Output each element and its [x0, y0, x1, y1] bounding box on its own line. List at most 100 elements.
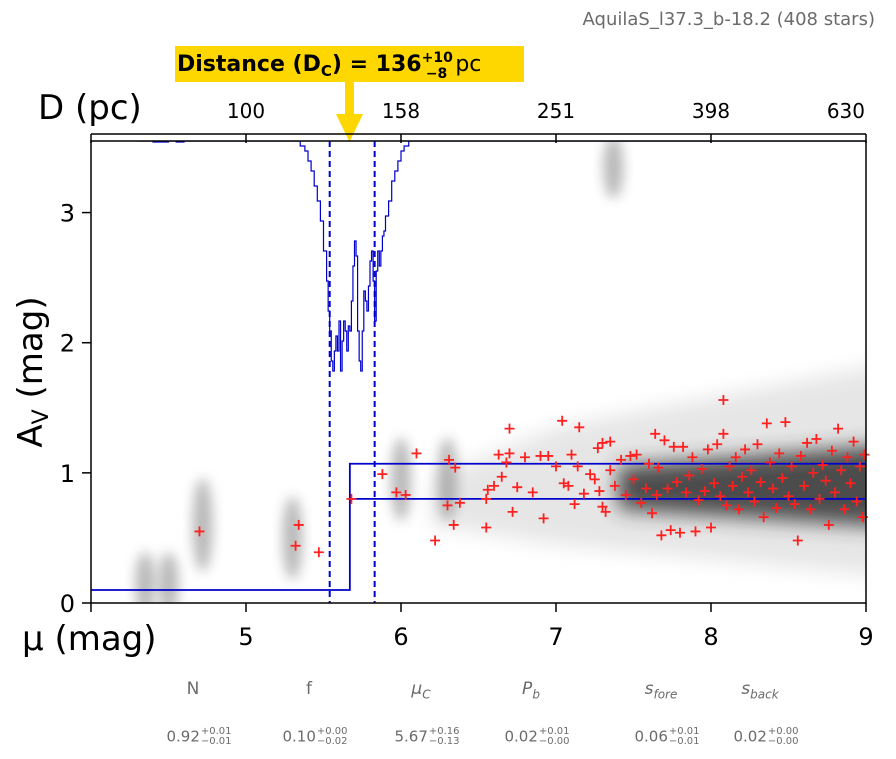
distance-arrow-head	[336, 114, 363, 142]
star-point	[313, 547, 324, 558]
star-point	[712, 439, 723, 450]
x-tick-label: 6	[393, 623, 408, 651]
star-point	[605, 436, 616, 447]
y-axis-ticks: 0 1 2 3	[60, 200, 91, 618]
model-extinction-line-low	[91, 497, 866, 591]
star-point	[527, 487, 538, 498]
model-extinction-line-high	[348, 462, 866, 499]
star-point	[805, 504, 816, 515]
star-point	[795, 450, 806, 461]
star-point	[743, 487, 754, 498]
star-point	[377, 469, 388, 480]
distance-eq: ) = 136	[332, 52, 422, 77]
star-point	[572, 461, 583, 472]
star-point	[792, 535, 803, 546]
star-point	[830, 487, 840, 498]
star-point	[727, 480, 738, 491]
star-point	[749, 496, 760, 507]
star-point	[817, 460, 828, 471]
star-point	[678, 441, 689, 452]
star-point	[653, 462, 664, 473]
star-point	[786, 461, 797, 472]
plot-frame	[90, 140, 867, 604]
top-tick-label: 398	[692, 99, 730, 123]
star-point	[836, 465, 847, 476]
star-point	[538, 513, 549, 524]
star-point	[569, 499, 580, 510]
star-point	[620, 489, 631, 500]
star-point	[851, 496, 862, 507]
star-point	[605, 465, 616, 476]
x-tick-label: 8	[703, 623, 718, 651]
star-point	[764, 457, 775, 468]
density-blob	[158, 552, 179, 603]
star-point	[448, 519, 459, 530]
star-point	[696, 463, 707, 474]
star-point	[859, 449, 870, 460]
star-point	[504, 448, 515, 459]
star-point	[718, 428, 729, 439]
star-point	[600, 506, 611, 517]
x-tick-label: 5	[238, 623, 253, 651]
top-tick-label: 251	[537, 99, 575, 123]
star-point	[563, 480, 574, 491]
star-point	[693, 495, 704, 506]
star-point	[709, 478, 720, 489]
star-point	[706, 522, 716, 533]
star-point	[780, 417, 791, 428]
star-point	[501, 457, 512, 468]
star-point	[755, 476, 766, 487]
star-point	[496, 471, 507, 482]
star-point	[842, 452, 853, 463]
star-point	[746, 465, 757, 476]
star-point	[833, 423, 844, 434]
star-point	[783, 491, 794, 502]
star-point	[715, 491, 726, 502]
density-blob	[603, 141, 624, 199]
star-point	[761, 418, 772, 429]
star-point	[820, 475, 831, 486]
star-point	[293, 519, 304, 530]
star-point	[662, 483, 673, 494]
star-markers	[194, 394, 870, 558]
star-point	[702, 444, 713, 455]
field-name: AquilaS_l37.3_b-18.2 (408 stars)	[583, 9, 875, 30]
star-point	[481, 493, 492, 504]
star-point	[597, 437, 608, 448]
y-tick-label: 1	[60, 460, 75, 488]
star-point	[628, 474, 639, 485]
star-point	[482, 484, 493, 495]
star-point	[650, 428, 661, 439]
star-point	[489, 480, 499, 491]
distance-label: Distance (DC) = 136+10 −8 pc	[175, 46, 524, 142]
star-point	[512, 482, 523, 493]
distance-minus: −8	[426, 66, 447, 82]
star-point	[845, 478, 856, 489]
star-point	[644, 458, 654, 469]
x-axis-ticks: 5 6 7 8 9	[90, 603, 874, 651]
star-point	[789, 499, 800, 510]
star-point	[592, 443, 603, 454]
star-point	[799, 480, 809, 491]
star-point	[724, 461, 735, 472]
svg-text:Distance (DC) = 136+10−8pc: Distance (DC) = 136+10 −8 pc	[177, 50, 481, 82]
star-point	[442, 500, 453, 511]
star-point	[659, 435, 670, 446]
star-point	[400, 489, 411, 500]
star-point	[665, 525, 676, 536]
star-point	[430, 535, 441, 546]
star-point	[675, 527, 685, 538]
star-point	[854, 461, 865, 472]
y-tick-label: 3	[60, 200, 75, 228]
star-point	[752, 439, 763, 450]
star-point	[493, 449, 504, 460]
star-point	[647, 508, 658, 519]
star-point	[730, 452, 741, 463]
distance-pdf-line	[137, 141, 866, 372]
star-point	[768, 483, 778, 494]
star-point	[391, 487, 402, 498]
density-blob	[282, 496, 303, 580]
star-point	[774, 448, 785, 459]
star-point	[566, 449, 577, 460]
density-blob	[192, 478, 213, 572]
